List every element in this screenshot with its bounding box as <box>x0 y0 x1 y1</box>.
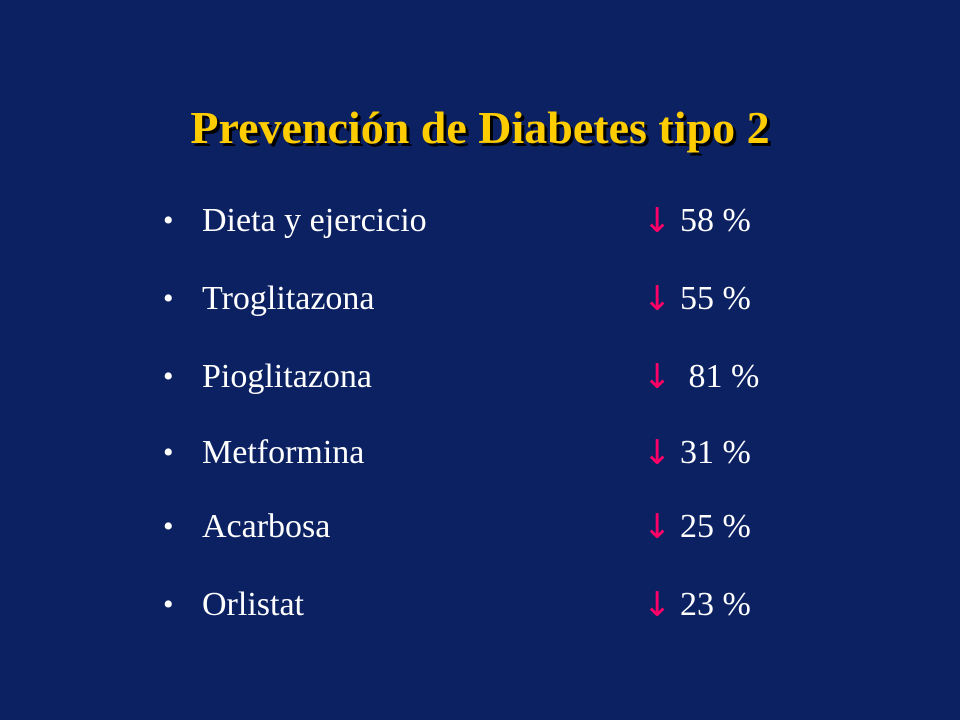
item-value: 25 % <box>680 508 751 545</box>
list-item: • Acarbosa ↓ 25 % <box>0 502 960 552</box>
item-label: Dieta y ejercicio <box>202 202 427 239</box>
slide-title: Prevención de Diabetes tipo 2 <box>190 102 770 153</box>
item-label: Troglitazona <box>202 280 375 317</box>
list-item: • Pioglitazona ↓ 81 % <box>0 352 960 402</box>
list-item: • Dieta y ejercicio ↓ 58 % <box>0 196 960 246</box>
bullet-icon: • <box>163 282 174 315</box>
down-arrow-icon: ↓ <box>643 585 672 625</box>
down-arrow-icon: ↓ <box>643 507 672 547</box>
list-item: • Troglitazona ↓ 55 % <box>0 274 960 324</box>
list-item: • Orlistat ↓ 23 % <box>0 580 960 630</box>
bullet-icon: • <box>163 588 174 621</box>
item-label: Pioglitazona <box>202 358 372 395</box>
item-label: Orlistat <box>202 586 304 623</box>
item-value: 81 % <box>680 358 760 395</box>
item-value: 23 % <box>680 586 751 623</box>
item-label: Metformina <box>202 434 365 471</box>
down-arrow-icon: ↓ <box>643 279 672 319</box>
bullet-icon: • <box>163 360 174 393</box>
list-item: • Metformina ↓ 31 % <box>0 428 960 478</box>
down-arrow-icon: ↓ <box>643 357 672 397</box>
down-arrow-icon: ↓ <box>643 201 672 241</box>
item-value: 58 % <box>680 202 751 239</box>
item-value: 31 % <box>680 434 751 471</box>
bullet-icon: • <box>163 436 174 469</box>
bullet-icon: • <box>163 204 174 237</box>
item-value: 55 % <box>680 280 751 317</box>
down-arrow-icon: ↓ <box>643 433 672 473</box>
item-label: Acarbosa <box>202 508 331 545</box>
bullet-icon: • <box>163 510 174 543</box>
